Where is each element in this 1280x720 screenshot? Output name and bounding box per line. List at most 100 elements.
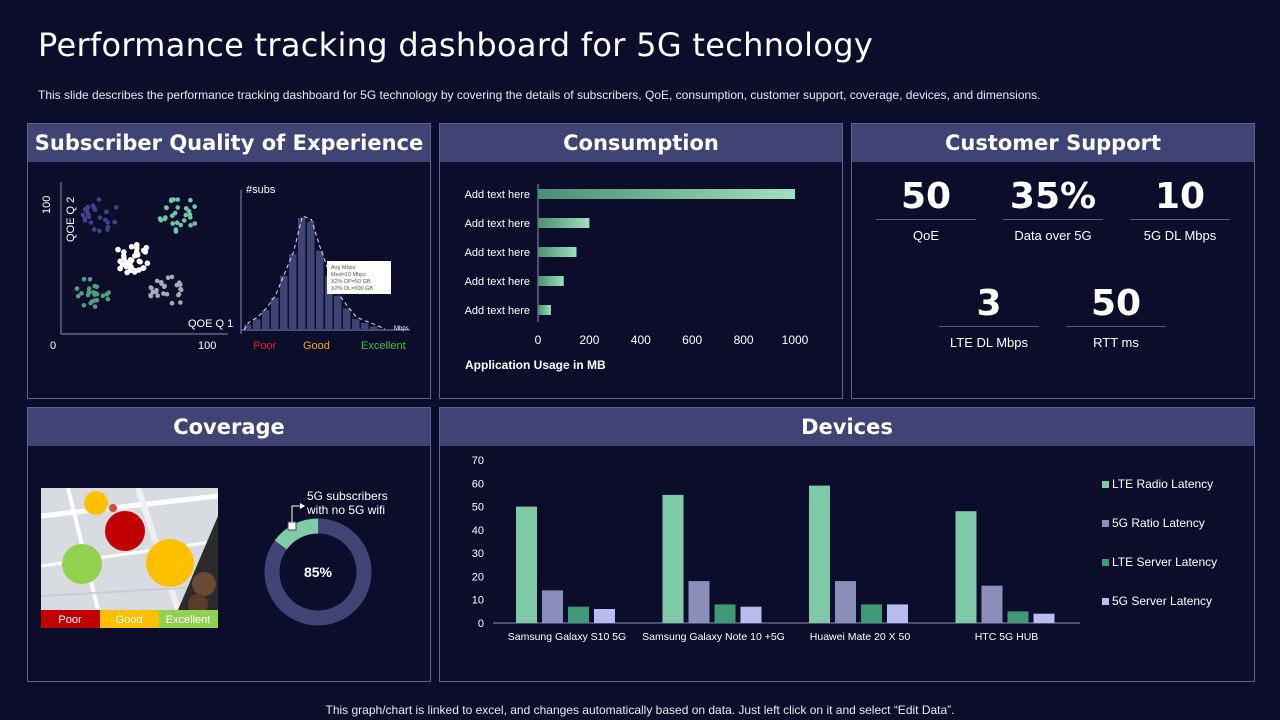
hist-callout-line: Med=10 Mbps: [331, 272, 366, 278]
devices-ytick: 10: [472, 595, 484, 607]
footer-note: This graph/chart is linked to excel, and…: [325, 703, 955, 717]
stat-ltedl-value: 3: [976, 283, 1002, 324]
consumption-bar-label: Add text here: [465, 305, 530, 317]
scatter-point: [117, 258, 123, 265]
devices-bar: [887, 604, 908, 623]
stat-rtt-caption: RTT ms: [1093, 335, 1139, 350]
scatter-point: [178, 286, 183, 292]
scatter-point: [164, 291, 170, 297]
devices-category: HTC 5G HUB: [975, 631, 1039, 643]
scatter-point: [121, 249, 127, 255]
consumption-title: Consumption: [440, 124, 842, 162]
scatter-point: [181, 218, 187, 223]
hist-callout-line: X2% DP=50 GB: [331, 279, 371, 285]
scatter-point: [86, 286, 92, 291]
scatter-point: [80, 212, 86, 218]
devices-ytick: 70: [472, 455, 484, 467]
scatter-point: [148, 293, 153, 298]
scatter-point: [177, 280, 182, 285]
support-panel: Customer Support 50 QoE 35% Data over 5G…: [851, 123, 1255, 399]
devices-bar: [714, 604, 736, 623]
scatter-point: [192, 221, 198, 226]
qoe-histogram: [244, 218, 378, 330]
donut-note-line1: 5G subscribers: [307, 489, 388, 503]
scatter-point: [155, 293, 160, 298]
donut-marker: [287, 521, 297, 531]
scatter-point: [92, 304, 98, 309]
scatter-point: [89, 299, 95, 304]
scatter-point: [171, 197, 176, 202]
consumption-bar: [538, 305, 551, 315]
devices-ytick: 60: [472, 478, 484, 490]
devices-category: Samsung Galaxy Note 10 +5G: [642, 631, 785, 643]
devices-panel: Devices 0 10 20 30 40 50 60 70 Samsung Galaxy S…: [439, 407, 1255, 682]
scatter-point: [91, 290, 96, 295]
scatter-point: [120, 253, 127, 259]
hist-unit: Mbps: [394, 326, 409, 332]
hist-bar: [334, 295, 342, 330]
legend-excellent-swatch: [159, 610, 218, 628]
scatter-point: [88, 220, 94, 225]
band-good: Good: [303, 340, 330, 352]
stat-qoe: 50 QoE: [876, 176, 976, 243]
scatter-point: [188, 197, 193, 203]
scatter-point: [75, 293, 81, 299]
stat-data-caption: Data over 5G: [1014, 228, 1092, 243]
scatter-point: [85, 204, 91, 210]
consumption-bar-label: Add text here: [465, 247, 530, 259]
devices-bar: [955, 511, 977, 623]
qoe-panel: Subscriber Quality of Experience 100 QOE…: [27, 123, 431, 399]
devices-legend-swatch: [1102, 598, 1109, 605]
legend-poor-swatch: [41, 610, 100, 628]
consumption-bar-label: Add text here: [465, 276, 530, 288]
devices-title: Devices: [440, 408, 1254, 446]
scatter-point: [112, 220, 118, 225]
qoe-ymax: 100: [41, 196, 53, 214]
devices-legend-label: 5G Ratio Latency: [1112, 516, 1205, 530]
hist-callout-line: Avg Mbps: [331, 265, 356, 271]
stat-5gdl-value: 10: [1154, 176, 1206, 217]
consumption-panel: Consumption Add text here Add text here Ad…: [439, 123, 843, 399]
stat-rtt: 50 RTT ms: [1066, 283, 1166, 350]
scatter-point: [97, 228, 102, 234]
consumption-bar: [538, 247, 577, 257]
scatter-point: [172, 210, 178, 216]
page-subtitle: This slide describes the performance tra…: [38, 88, 1041, 102]
scatter-point: [92, 283, 97, 289]
scatter-point: [174, 220, 180, 225]
scatter-point: [178, 222, 183, 228]
scatter-point: [176, 291, 182, 297]
hist-bar: [244, 324, 252, 330]
scatter-point: [94, 291, 100, 297]
scatter-point: [90, 203, 96, 208]
consumption-tick: 400: [631, 333, 651, 347]
consumption-tick: 200: [579, 333, 599, 347]
devices-legend-swatch: [1102, 481, 1109, 488]
scatter-point: [154, 278, 160, 284]
scatter-point: [115, 246, 121, 253]
qoe-scatter: [74, 197, 198, 309]
qoe-title: Subscriber Quality of Experience: [28, 124, 430, 162]
scatter-point: [84, 208, 90, 214]
scatter-point: [169, 300, 175, 306]
scatter-point: [137, 259, 143, 265]
stat-5gdl-caption: 5G DL Mbps: [1143, 228, 1217, 243]
hist-callout-box: [327, 261, 391, 294]
coverage-graphics: Poor Good Excellent 85% 5G subscribers w…: [41, 488, 388, 628]
stat-data-over-5g: 35% Data over 5G: [1003, 176, 1103, 243]
devices-legend-swatch: [1102, 559, 1109, 566]
scatter-point: [187, 212, 193, 217]
donut-note-line2: with no 5G wifi: [306, 503, 385, 517]
hist-title: #subs: [246, 184, 276, 196]
scatter-point: [97, 215, 103, 220]
scatter-point: [143, 244, 150, 251]
devices-ytick: 30: [472, 548, 484, 560]
qoe-xmin: 0: [50, 340, 56, 352]
scatter-point: [163, 215, 168, 220]
scatter-point: [128, 243, 135, 250]
devices-bar: [688, 581, 710, 623]
consumption-tick: 800: [734, 333, 754, 347]
support-title: Customer Support: [852, 124, 1254, 162]
hist-bar: [307, 221, 315, 330]
scatter-point: [142, 249, 149, 255]
